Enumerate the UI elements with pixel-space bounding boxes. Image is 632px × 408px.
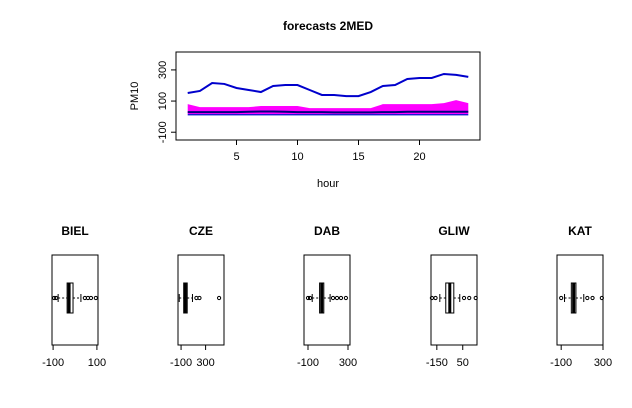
outlier [343,295,348,301]
outlier [330,295,336,301]
x-tick-label: -100 [170,357,192,369]
plot-frame [177,254,225,346]
panel-title: DAB [314,224,340,238]
outlier [334,295,340,301]
plot-frame [303,254,351,346]
outlier [473,295,478,301]
outlier [52,295,57,301]
plot-frame [430,254,478,346]
outlier [590,295,595,301]
outlier [216,295,222,301]
x-tick-label: 20 [413,151,425,163]
y-axis-label: PM10 [129,82,141,111]
outlier [585,295,590,301]
panel-title: KAT [568,224,592,238]
x-tick-label: 50 [457,357,469,369]
x-tick-label: -100 [42,357,64,369]
x-tick-label: 300 [339,357,357,369]
outlier [54,295,59,301]
x-tick-label: -100 [550,357,572,369]
area [187,114,469,116]
x-tick-label: 300 [594,357,612,369]
x-axis-label: hour [317,178,339,190]
outlier [88,295,94,301]
chart-title: forecasts 2MED [283,19,373,33]
plot-frame [556,254,604,346]
outlier [338,295,344,301]
outlier [429,295,435,301]
panel-title: GLIW [438,224,470,238]
outlier [559,295,564,301]
outlier [461,295,467,301]
x-tick-label: 10 [291,151,303,163]
line [187,110,469,114]
x-tick-label: 15 [352,151,364,163]
outlier [433,295,438,301]
x-tick-label: -100 [297,357,319,369]
x-tick-label: -150 [426,357,448,369]
plot-frame [175,51,481,141]
y-tick-label: -100 [157,121,169,143]
plot-frame [51,254,99,346]
x-tick-label: 5 [233,151,239,163]
outlier [93,295,98,301]
outlier [305,295,311,301]
line [187,72,469,98]
panel-title: BIEL [61,224,88,238]
y-tick-label: 100 [157,92,169,110]
x-tick-label: 100 [88,357,106,369]
x-tick-label: 300 [196,357,214,369]
outlier [307,295,313,301]
outlier [599,295,604,301]
outlier [197,295,202,301]
panel-title: CZE [189,224,213,238]
y-tick-label: 300 [157,61,169,79]
outlier [467,295,472,301]
